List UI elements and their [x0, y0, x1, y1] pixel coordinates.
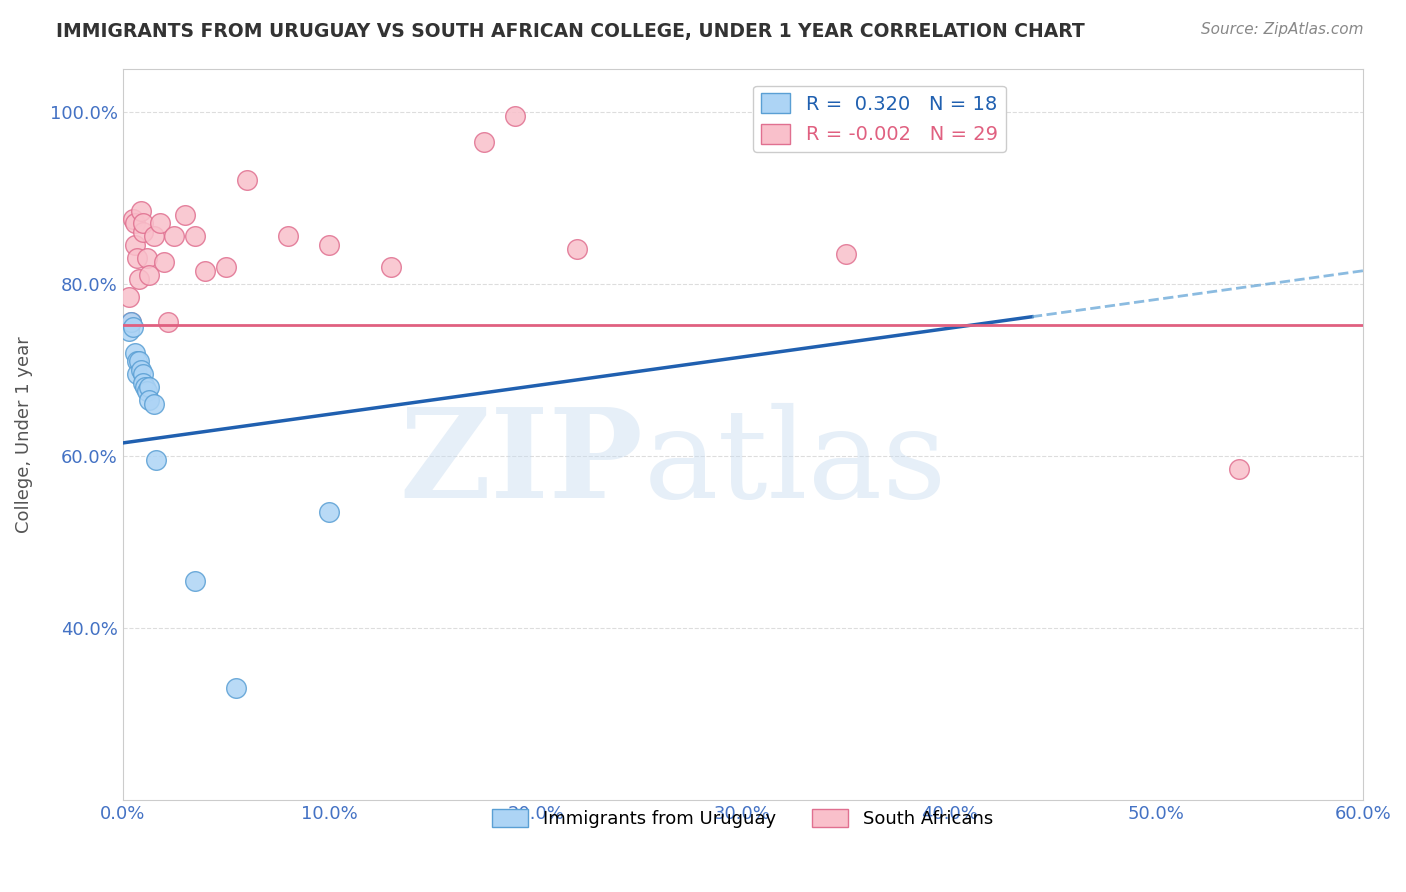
Text: IMMIGRANTS FROM URUGUAY VS SOUTH AFRICAN COLLEGE, UNDER 1 YEAR CORRELATION CHART: IMMIGRANTS FROM URUGUAY VS SOUTH AFRICAN…: [56, 22, 1085, 41]
Point: [194, 264, 217, 278]
Point: [128, 272, 150, 286]
Point: [277, 229, 299, 244]
Point: [156, 316, 179, 330]
Point: [163, 229, 186, 244]
Point: [225, 681, 247, 696]
Y-axis label: College, Under 1 year: College, Under 1 year: [15, 336, 32, 533]
Point: [132, 217, 155, 231]
Point: [380, 260, 402, 274]
Point: [118, 290, 141, 304]
Point: [835, 246, 858, 260]
Point: [134, 380, 156, 394]
Point: [138, 392, 160, 407]
Point: [121, 212, 143, 227]
Text: Source: ZipAtlas.com: Source: ZipAtlas.com: [1201, 22, 1364, 37]
Point: [129, 203, 152, 218]
Point: [125, 251, 148, 265]
Point: [124, 238, 146, 252]
Legend: Immigrants from Uruguay, South Africans: Immigrants from Uruguay, South Africans: [485, 801, 1000, 835]
Point: [142, 229, 165, 244]
Point: [120, 316, 142, 330]
Point: [215, 260, 238, 274]
Text: ZIP: ZIP: [399, 403, 644, 524]
Point: [567, 242, 589, 256]
Point: [120, 316, 142, 330]
Point: [129, 363, 152, 377]
Point: [138, 380, 160, 394]
Point: [124, 217, 146, 231]
Point: [184, 229, 207, 244]
Point: [136, 251, 159, 265]
Point: [149, 217, 172, 231]
Point: [153, 255, 176, 269]
Point: [235, 173, 257, 187]
Point: [125, 354, 148, 368]
Point: [124, 345, 146, 359]
Point: [118, 324, 141, 338]
Point: [136, 384, 159, 399]
Point: [472, 135, 495, 149]
Point: [173, 208, 195, 222]
Point: [184, 574, 207, 588]
Text: atlas: atlas: [644, 403, 946, 524]
Point: [142, 397, 165, 411]
Point: [132, 376, 155, 390]
Point: [318, 238, 340, 252]
Point: [145, 453, 167, 467]
Point: [138, 268, 160, 282]
Point: [128, 354, 150, 368]
Point: [318, 505, 340, 519]
Point: [132, 225, 155, 239]
Point: [121, 319, 143, 334]
Point: [1227, 462, 1250, 476]
Point: [125, 367, 148, 381]
Point: [503, 109, 526, 123]
Point: [132, 367, 155, 381]
